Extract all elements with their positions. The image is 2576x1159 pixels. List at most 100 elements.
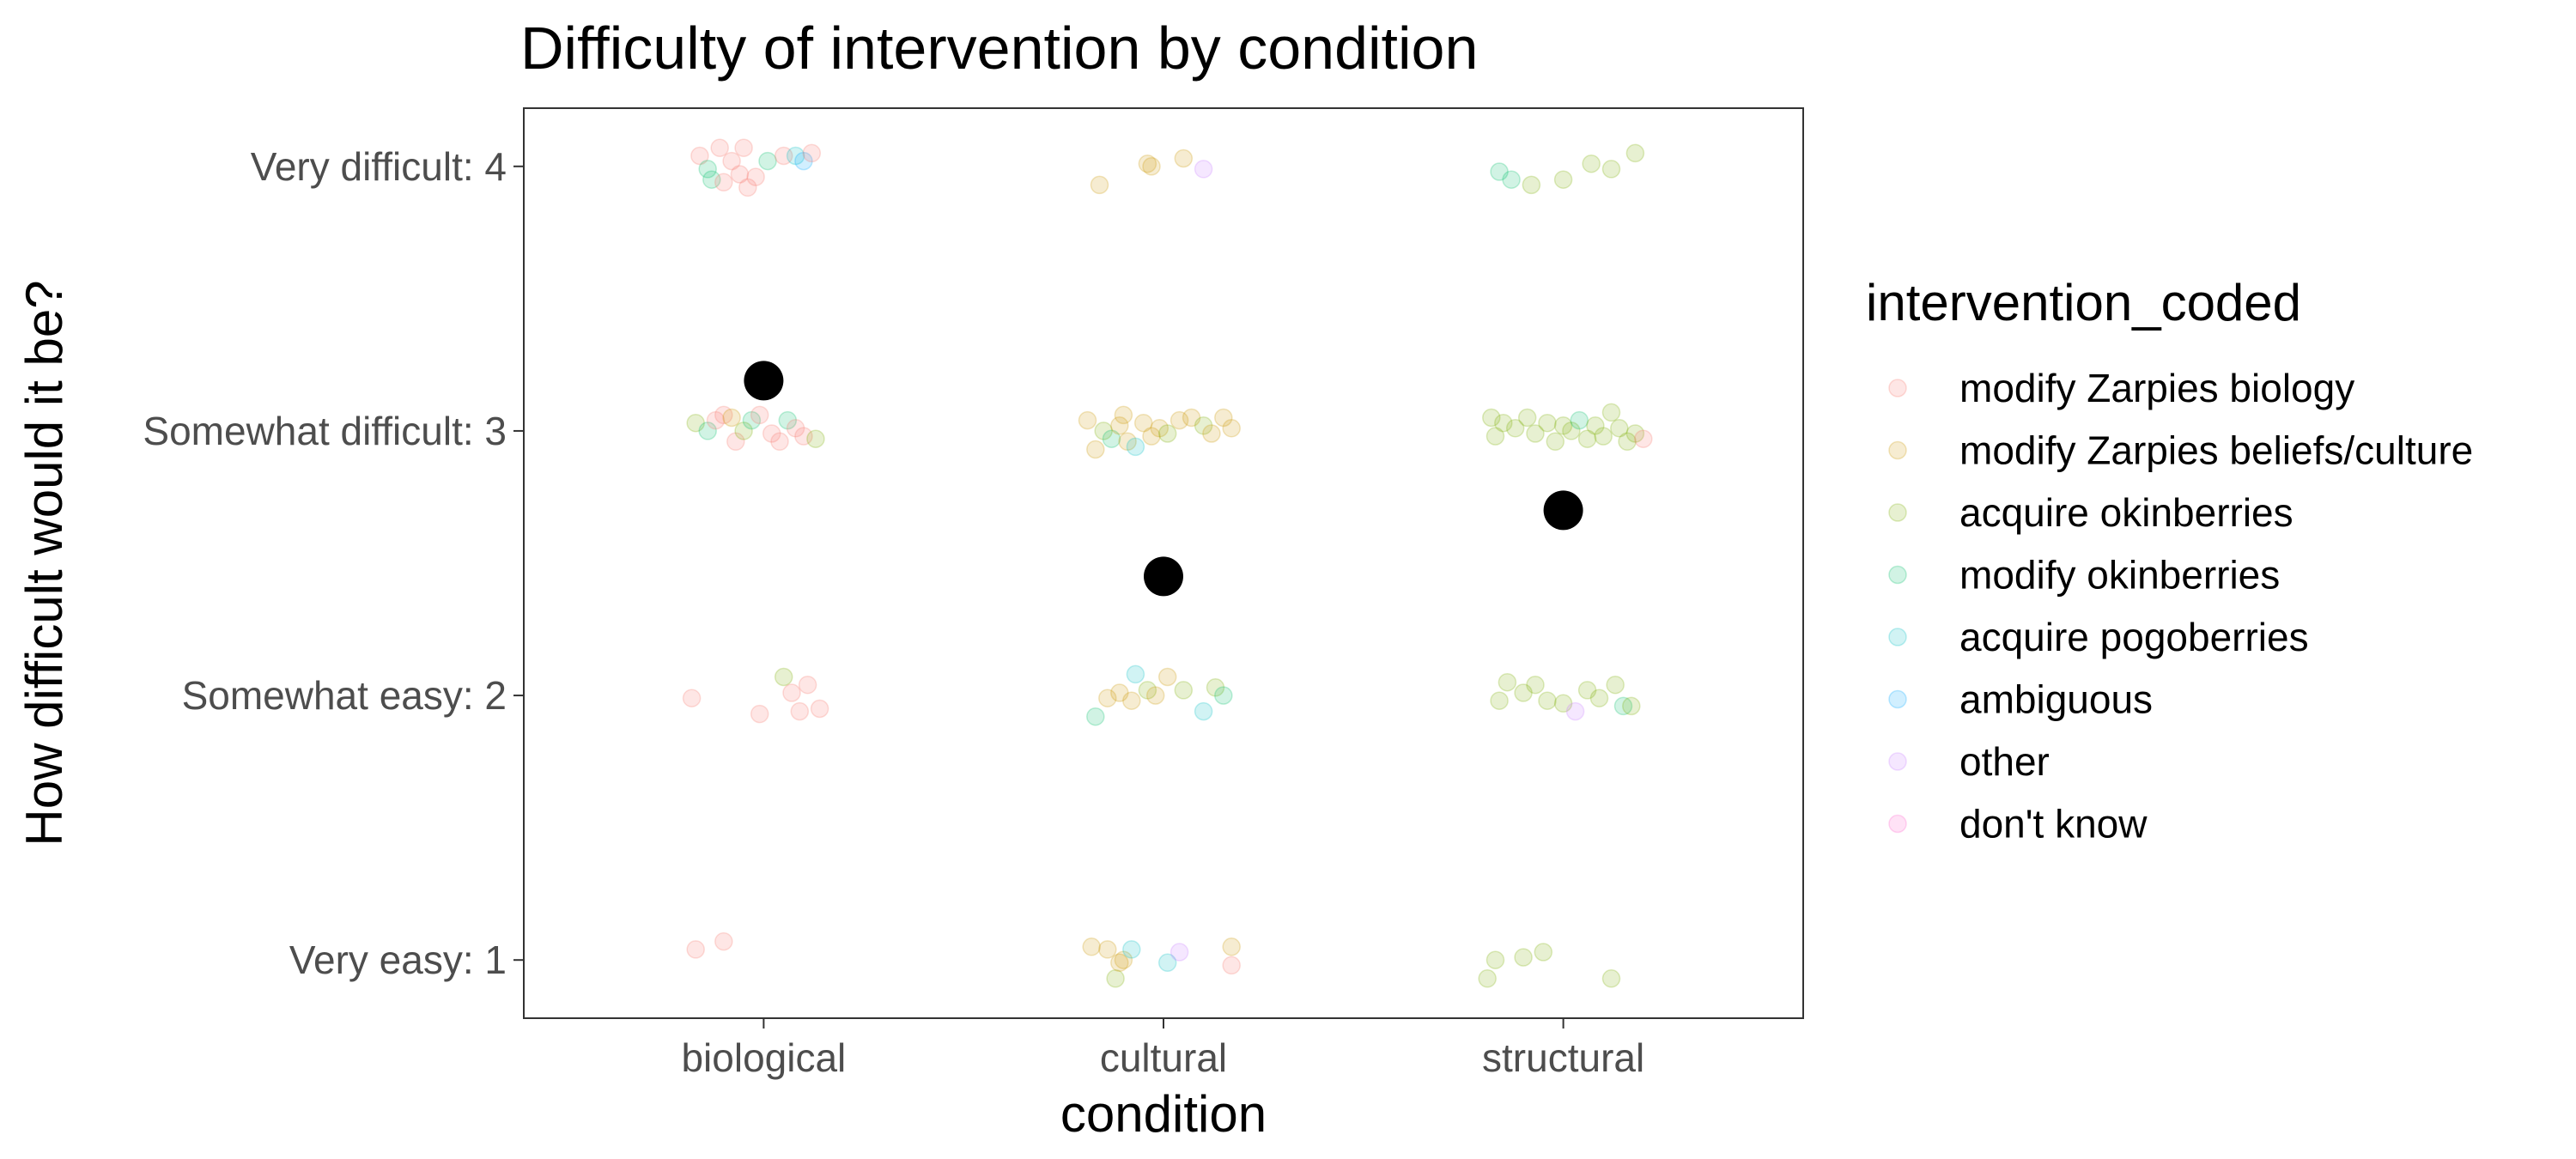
data-point [1553,694,1573,713]
legend-label: ambiguous [1959,677,2153,722]
data-point [1478,969,1497,988]
data-point [714,931,733,951]
data-point [1553,416,1573,435]
data-point [770,432,789,452]
legend-entry: modify okinberries [1888,553,2280,598]
data-point [1157,953,1177,973]
points-layer [682,138,1653,988]
data-point [702,170,721,189]
data-point [714,405,733,425]
data-point [1086,707,1105,726]
data-point [706,410,726,430]
data-point [1618,432,1637,452]
data-point [1138,154,1157,173]
data-point [1606,675,1625,695]
legend-label: acquire pogoberries [1959,615,2309,659]
data-point [1494,413,1513,433]
data-point [774,146,793,166]
legend-entries: modify Zarpies biology modify Zarpies bel… [1888,366,2473,846]
data-point [734,422,753,440]
data-point [1110,953,1129,973]
data-point [1485,950,1505,969]
legend-key [1888,628,1907,646]
x-axis-title: condition [1060,1085,1267,1143]
data-point [1482,408,1501,428]
data-point [1222,938,1241,956]
legend-key [1888,814,1907,834]
data-point [1086,440,1105,459]
data-point [1526,424,1545,443]
mean-point [1543,490,1583,531]
data-point [1546,432,1565,452]
data-point [1094,422,1113,440]
plot-area [523,107,1804,1019]
y-tick-label: Somewhat difficult: 3 [143,409,507,453]
data-point [1206,678,1225,697]
legend-entry: modify Zarpies biology [1888,366,2354,410]
data-point [1098,689,1117,707]
data-point [1194,416,1213,435]
legend-label: modify Zarpies biology [1959,366,2354,410]
legend-entry: modify Zarpies beliefs/culture [1888,428,2473,473]
data-point [1514,683,1533,702]
x-tick-label: biological [681,1035,846,1080]
data-point [1634,429,1653,448]
x-tick-label: cultural [1100,1035,1227,1080]
legend-entry: acquire pogoberries [1888,615,2309,659]
data-point [722,151,741,171]
legend-label: acquire okinberries [1959,490,2293,535]
data-point [1133,413,1153,433]
data-point [1138,681,1157,700]
x-axis: biological cultural structural [681,1018,1644,1080]
data-point [1122,940,1141,959]
data-point [738,178,757,197]
data-point [1526,675,1545,695]
data-point [686,940,705,959]
data-point [794,151,813,171]
data-point [1538,413,1557,433]
data-point [750,704,769,724]
data-point [1586,416,1605,435]
data-point [714,173,733,192]
data-point [1142,157,1161,176]
data-point [1118,432,1137,452]
data-point [1098,940,1117,959]
data-point [1122,691,1141,710]
legend-entry: ambiguous [1888,677,2153,722]
legend-entry: don't know [1888,802,2148,846]
data-point [1625,143,1645,163]
data-point [1589,689,1609,707]
chart-title: Difficulty of intervention by condition [520,15,1478,82]
data-point [1485,427,1505,446]
data-point [1582,154,1601,173]
data-point [1562,422,1581,440]
data-point [1182,408,1201,428]
legend-label: modify okinberries [1959,553,2280,598]
data-point [1145,686,1165,705]
mean-point [1144,556,1183,597]
data-point [734,138,753,157]
data-point [810,699,829,719]
data-point [1565,701,1585,721]
data-point [806,429,825,448]
data-point [1142,427,1161,446]
data-point [1126,664,1145,684]
data-point [1522,175,1541,195]
data-point [1214,686,1233,705]
data-point [682,689,702,707]
data-point [1157,424,1177,443]
data-point [730,165,750,184]
data-point [686,413,705,433]
legend-label: don't know [1959,802,2148,846]
data-point [1490,162,1509,181]
data-point [1202,424,1221,443]
data-point [1170,410,1189,430]
y-axis: Very easy: 1 Somewhat easy: 2 Somewhat dif… [143,144,524,982]
data-point [1498,672,1517,692]
data-point [1222,956,1241,975]
data-point [1534,943,1553,962]
legend-key [1888,503,1907,522]
data-point [1502,170,1521,189]
data-point [690,146,709,166]
